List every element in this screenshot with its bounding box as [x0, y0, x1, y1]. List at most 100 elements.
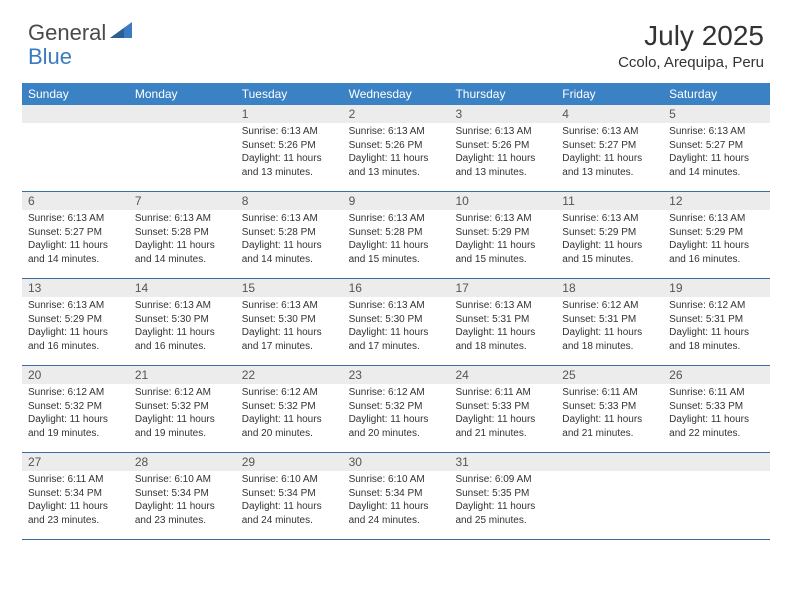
day-details: Sunrise: 6:11 AMSunset: 5:33 PMDaylight:…	[663, 384, 770, 444]
day-header-monday: Monday	[129, 83, 236, 105]
daylight-text: Daylight: 11 hours and 18 minutes.	[455, 326, 550, 353]
day-cell: 1Sunrise: 6:13 AMSunset: 5:26 PMDaylight…	[236, 105, 343, 191]
daylight-text: Daylight: 11 hours and 14 minutes.	[28, 239, 123, 266]
daylight-text: Daylight: 11 hours and 17 minutes.	[349, 326, 444, 353]
day-cell: 22Sunrise: 6:12 AMSunset: 5:32 PMDayligh…	[236, 366, 343, 452]
day-number: 23	[343, 366, 450, 384]
sunset-text: Sunset: 5:28 PM	[135, 226, 230, 240]
day-cell: 4Sunrise: 6:13 AMSunset: 5:27 PMDaylight…	[556, 105, 663, 191]
day-number: 3	[449, 105, 556, 123]
sunset-text: Sunset: 5:31 PM	[562, 313, 657, 327]
sunset-text: Sunset: 5:28 PM	[349, 226, 444, 240]
sunrise-text: Sunrise: 6:13 AM	[349, 125, 444, 139]
sunrise-text: Sunrise: 6:10 AM	[242, 473, 337, 487]
day-cell: 29Sunrise: 6:10 AMSunset: 5:34 PMDayligh…	[236, 453, 343, 539]
sunrise-text: Sunrise: 6:11 AM	[455, 386, 550, 400]
day-cell: 18Sunrise: 6:12 AMSunset: 5:31 PMDayligh…	[556, 279, 663, 365]
daylight-text: Daylight: 11 hours and 14 minutes.	[135, 239, 230, 266]
sunset-text: Sunset: 5:26 PM	[455, 139, 550, 153]
day-number: 9	[343, 192, 450, 210]
day-cell: 24Sunrise: 6:11 AMSunset: 5:33 PMDayligh…	[449, 366, 556, 452]
day-cell: 19Sunrise: 6:12 AMSunset: 5:31 PMDayligh…	[663, 279, 770, 365]
day-cell	[556, 453, 663, 539]
day-cell: 26Sunrise: 6:11 AMSunset: 5:33 PMDayligh…	[663, 366, 770, 452]
sunset-text: Sunset: 5:31 PM	[669, 313, 764, 327]
sunrise-text: Sunrise: 6:12 AM	[669, 299, 764, 313]
day-number: 16	[343, 279, 450, 297]
daylight-text: Daylight: 11 hours and 24 minutes.	[242, 500, 337, 527]
day-number	[22, 105, 129, 123]
daylight-text: Daylight: 11 hours and 13 minutes.	[455, 152, 550, 179]
day-number: 11	[556, 192, 663, 210]
day-number: 7	[129, 192, 236, 210]
sunset-text: Sunset: 5:34 PM	[28, 487, 123, 501]
daylight-text: Daylight: 11 hours and 21 minutes.	[455, 413, 550, 440]
sunset-text: Sunset: 5:28 PM	[242, 226, 337, 240]
sunrise-text: Sunrise: 6:13 AM	[28, 299, 123, 313]
day-cell: 13Sunrise: 6:13 AMSunset: 5:29 PMDayligh…	[22, 279, 129, 365]
day-number: 28	[129, 453, 236, 471]
day-details: Sunrise: 6:13 AMSunset: 5:31 PMDaylight:…	[449, 297, 556, 357]
day-details: Sunrise: 6:11 AMSunset: 5:33 PMDaylight:…	[556, 384, 663, 444]
day-cell: 2Sunrise: 6:13 AMSunset: 5:26 PMDaylight…	[343, 105, 450, 191]
sunset-text: Sunset: 5:32 PM	[349, 400, 444, 414]
daylight-text: Daylight: 11 hours and 16 minutes.	[28, 326, 123, 353]
day-details: Sunrise: 6:13 AMSunset: 5:29 PMDaylight:…	[663, 210, 770, 270]
sunset-text: Sunset: 5:27 PM	[28, 226, 123, 240]
sunrise-text: Sunrise: 6:12 AM	[135, 386, 230, 400]
sunrise-text: Sunrise: 6:13 AM	[562, 125, 657, 139]
day-cell: 11Sunrise: 6:13 AMSunset: 5:29 PMDayligh…	[556, 192, 663, 278]
daylight-text: Daylight: 11 hours and 13 minutes.	[349, 152, 444, 179]
day-cell	[22, 105, 129, 191]
day-number: 2	[343, 105, 450, 123]
sunset-text: Sunset: 5:29 PM	[669, 226, 764, 240]
day-cell: 12Sunrise: 6:13 AMSunset: 5:29 PMDayligh…	[663, 192, 770, 278]
day-cell	[129, 105, 236, 191]
sunrise-text: Sunrise: 6:13 AM	[669, 212, 764, 226]
sunrise-text: Sunrise: 6:11 AM	[562, 386, 657, 400]
calendar-table: Sunday Monday Tuesday Wednesday Thursday…	[22, 83, 770, 540]
day-header-sunday: Sunday	[22, 83, 129, 105]
day-details: Sunrise: 6:10 AMSunset: 5:34 PMDaylight:…	[343, 471, 450, 531]
daylight-text: Daylight: 11 hours and 23 minutes.	[28, 500, 123, 527]
sunset-text: Sunset: 5:34 PM	[349, 487, 444, 501]
sunset-text: Sunset: 5:33 PM	[562, 400, 657, 414]
sunset-text: Sunset: 5:30 PM	[242, 313, 337, 327]
day-number: 19	[663, 279, 770, 297]
day-details: Sunrise: 6:13 AMSunset: 5:26 PMDaylight:…	[343, 123, 450, 183]
day-number: 10	[449, 192, 556, 210]
day-cell: 9Sunrise: 6:13 AMSunset: 5:28 PMDaylight…	[343, 192, 450, 278]
day-cell: 25Sunrise: 6:11 AMSunset: 5:33 PMDayligh…	[556, 366, 663, 452]
sunset-text: Sunset: 5:26 PM	[242, 139, 337, 153]
week-row: 20Sunrise: 6:12 AMSunset: 5:32 PMDayligh…	[22, 366, 770, 453]
sunrise-text: Sunrise: 6:12 AM	[562, 299, 657, 313]
sunrise-text: Sunrise: 6:12 AM	[242, 386, 337, 400]
sunrise-text: Sunrise: 6:09 AM	[455, 473, 550, 487]
sunrise-text: Sunrise: 6:12 AM	[28, 386, 123, 400]
day-number: 27	[22, 453, 129, 471]
week-row: 27Sunrise: 6:11 AMSunset: 5:34 PMDayligh…	[22, 453, 770, 540]
sunrise-text: Sunrise: 6:13 AM	[349, 212, 444, 226]
title-block: July 2025 Ccolo, Arequipa, Peru	[618, 20, 764, 71]
daylight-text: Daylight: 11 hours and 15 minutes.	[562, 239, 657, 266]
day-number	[129, 105, 236, 123]
week-row: 6Sunrise: 6:13 AMSunset: 5:27 PMDaylight…	[22, 192, 770, 279]
day-details: Sunrise: 6:12 AMSunset: 5:32 PMDaylight:…	[236, 384, 343, 444]
day-cell: 31Sunrise: 6:09 AMSunset: 5:35 PMDayligh…	[449, 453, 556, 539]
sunrise-text: Sunrise: 6:11 AM	[28, 473, 123, 487]
sunset-text: Sunset: 5:27 PM	[562, 139, 657, 153]
day-number: 6	[22, 192, 129, 210]
sunrise-text: Sunrise: 6:13 AM	[135, 299, 230, 313]
day-number: 5	[663, 105, 770, 123]
day-details: Sunrise: 6:12 AMSunset: 5:31 PMDaylight:…	[663, 297, 770, 357]
day-cell: 28Sunrise: 6:10 AMSunset: 5:34 PMDayligh…	[129, 453, 236, 539]
page-header: General July 2025 Ccolo, Arequipa, Peru	[0, 0, 792, 79]
sunrise-text: Sunrise: 6:10 AM	[349, 473, 444, 487]
sunset-text: Sunset: 5:29 PM	[455, 226, 550, 240]
weeks-container: 1Sunrise: 6:13 AMSunset: 5:26 PMDaylight…	[22, 105, 770, 540]
day-number: 17	[449, 279, 556, 297]
daylight-text: Daylight: 11 hours and 18 minutes.	[562, 326, 657, 353]
day-cell: 3Sunrise: 6:13 AMSunset: 5:26 PMDaylight…	[449, 105, 556, 191]
sunrise-text: Sunrise: 6:13 AM	[455, 125, 550, 139]
day-details: Sunrise: 6:13 AMSunset: 5:26 PMDaylight:…	[449, 123, 556, 183]
